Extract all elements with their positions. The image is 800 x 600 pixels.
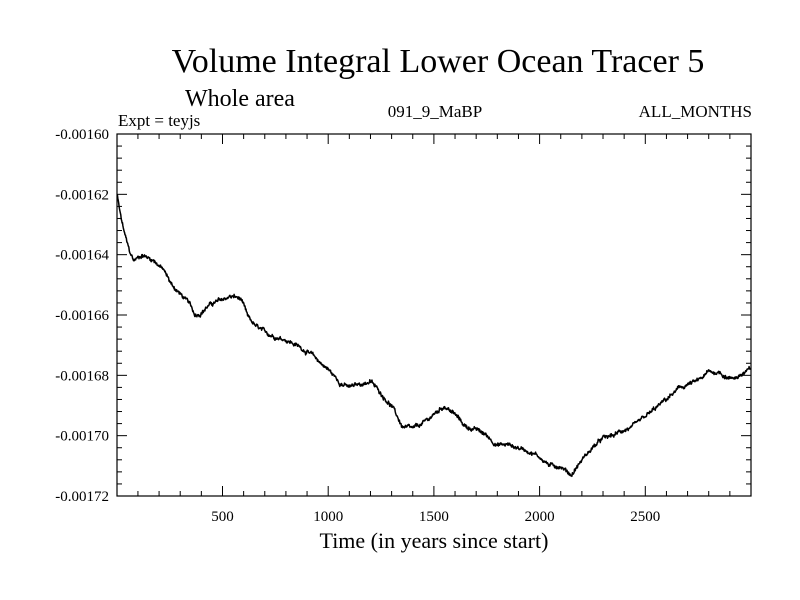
expt-label: Expt = teyjs	[118, 111, 200, 130]
x-tick-label: 2000	[525, 509, 555, 525]
y-tick-label: -0.00160	[55, 127, 109, 143]
series-line-0	[116, 194, 752, 478]
series-layer	[116, 194, 752, 478]
x-tick-label: 1000	[313, 509, 343, 525]
chart-title: Volume Integral Lower Ocean Tracer 5	[172, 43, 705, 80]
chart-subtitle: Whole area	[185, 86, 295, 112]
run-label: 091_9_MaBP	[388, 102, 482, 121]
x-tick-label: 1500	[419, 509, 449, 525]
x-axis-label: Time (in years since start)	[320, 528, 549, 553]
plot-frame	[116, 133, 752, 497]
y-tick-label: -0.00168	[55, 368, 109, 384]
x-tick-label: 500	[211, 509, 234, 525]
axes-layer: -0.00160 -0.00162 -0.00164 -0.00166 -0.00168…	[55, 127, 752, 525]
period-label: ALL_MONTHS	[639, 102, 752, 121]
x-tick-label: 2500	[630, 509, 660, 525]
y-tick-label: -0.00166	[55, 308, 109, 324]
y-tick-label: -0.00164	[55, 248, 109, 264]
y-tick-label: -0.00162	[55, 187, 109, 203]
y-tick-label: -0.00170	[55, 429, 109, 445]
y-tick-label: -0.00172	[55, 489, 109, 505]
